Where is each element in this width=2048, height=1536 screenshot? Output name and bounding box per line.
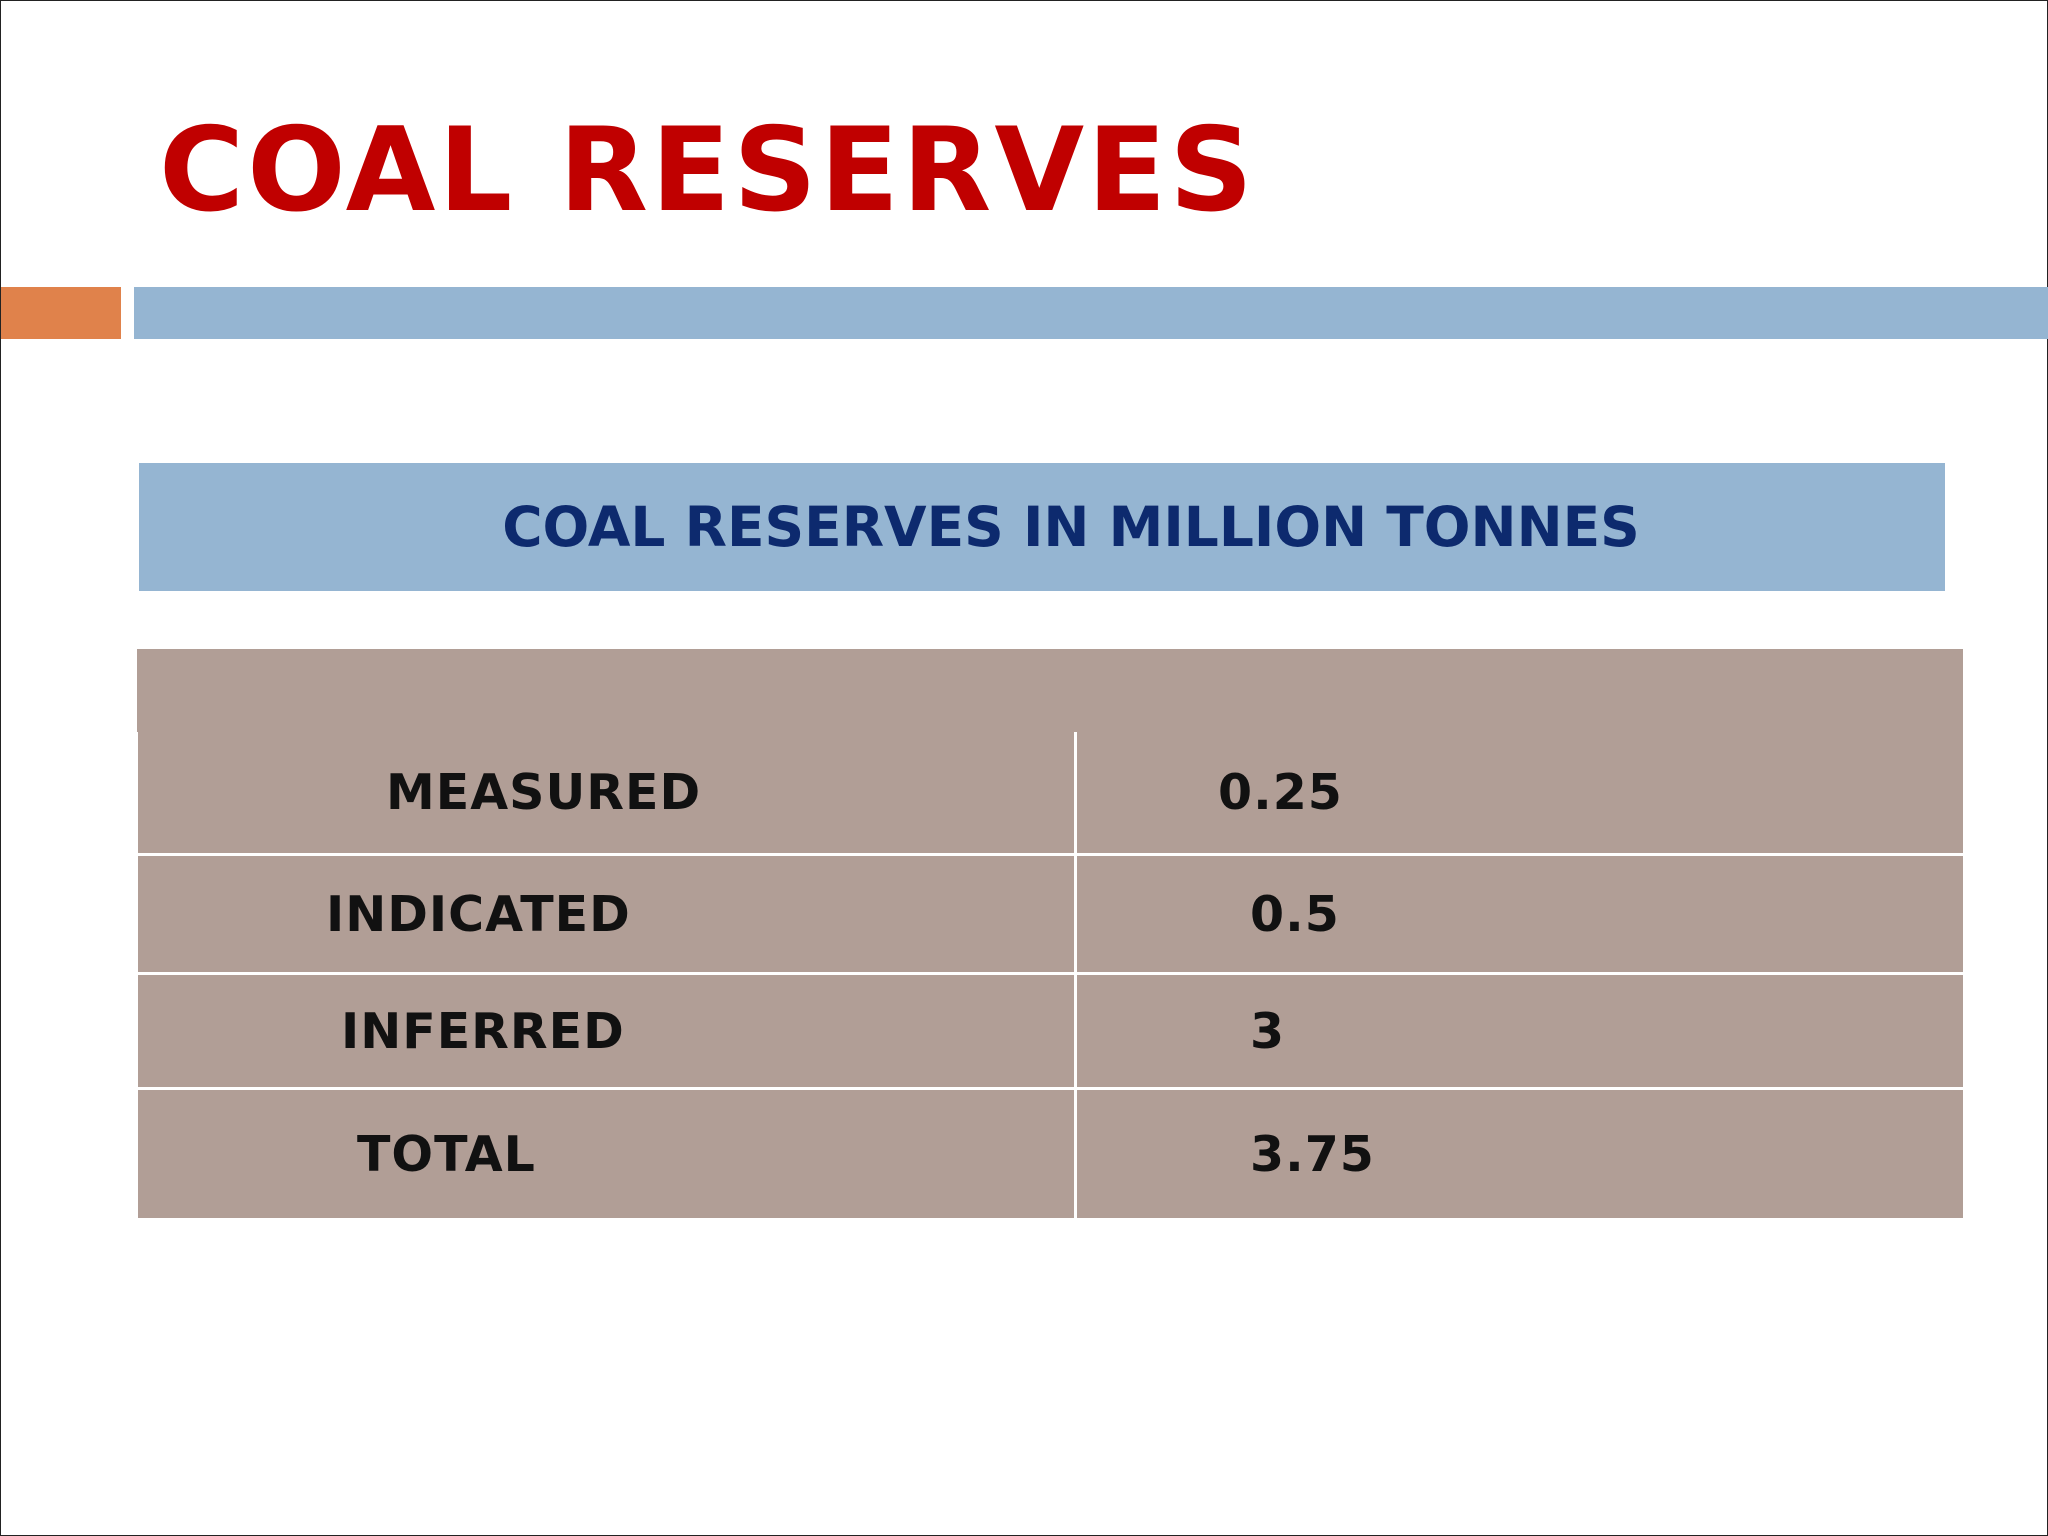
slide-title: COAL RESERVES xyxy=(159,103,1256,238)
row-value: 3.75 xyxy=(1250,1125,1375,1183)
row-divider xyxy=(138,1087,1963,1090)
table-row-measured: MEASURED 0.25 xyxy=(138,732,1963,853)
row-label: MEASURED xyxy=(386,764,702,821)
row-divider xyxy=(138,853,1963,856)
table-row-indicated: INDICATED 0.5 xyxy=(138,856,1963,972)
row-label: INFERRED xyxy=(341,1002,625,1060)
table-caption-box: COAL RESERVES IN MILLION TONNES xyxy=(139,463,1945,591)
row-value: 3 xyxy=(1250,1002,1286,1060)
column-divider xyxy=(1074,732,1077,1218)
table-caption: COAL RESERVES IN MILLION TONNES xyxy=(502,495,1640,559)
row-label: INDICATED xyxy=(326,885,631,943)
reserves-table: MEASURED 0.25 INDICATED 0.5 INFERRED 3 T… xyxy=(138,732,1963,1218)
table-header-band xyxy=(137,649,1963,732)
row-value: 0.5 xyxy=(1250,885,1340,943)
row-divider xyxy=(138,972,1963,975)
accent-bar-orange xyxy=(1,287,121,339)
row-label: TOTAL xyxy=(357,1125,536,1183)
table-row-inferred: INFERRED 3 xyxy=(138,975,1963,1087)
accent-bar-blue xyxy=(134,287,2048,339)
table-row-total: TOTAL 3.75 xyxy=(138,1090,1963,1218)
row-value: 0.25 xyxy=(1218,764,1343,821)
